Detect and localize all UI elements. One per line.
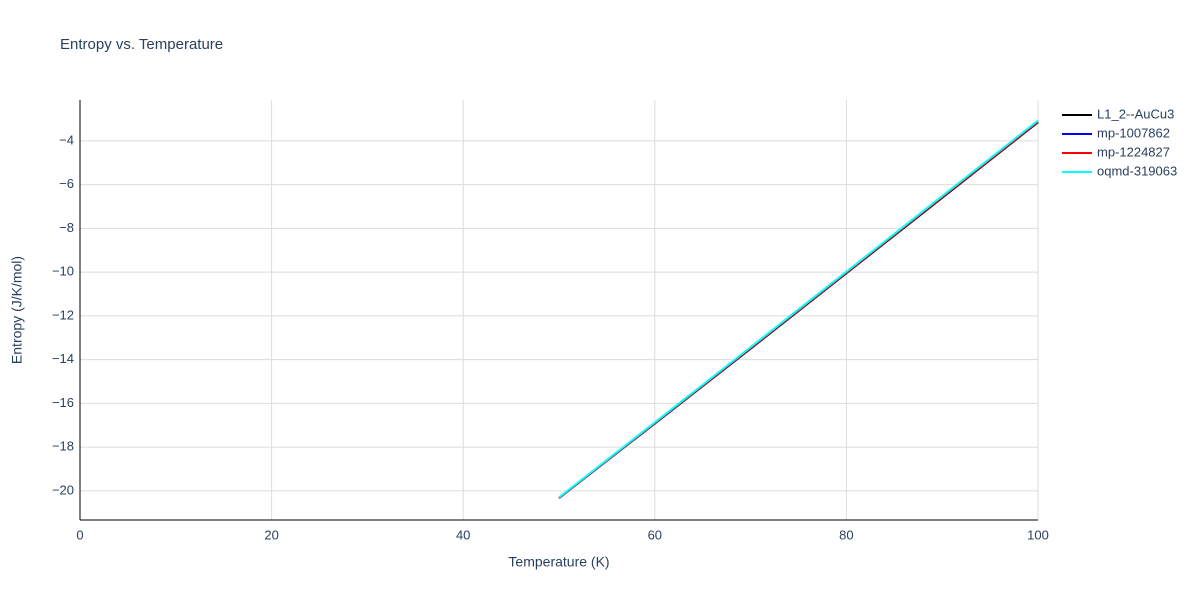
y-tick-label: −6 [59, 176, 74, 191]
y-tick-label: −18 [52, 439, 74, 454]
x-tick-label: 100 [1027, 527, 1049, 542]
x-tick-label: 80 [839, 527, 853, 542]
legend-label: oqmd-319063 [1097, 163, 1177, 178]
y-axis-label: Entropy (J/K/mol) [9, 256, 25, 364]
legend-label: mp-1224827 [1097, 144, 1170, 159]
chart-title: Entropy vs. Temperature [60, 36, 223, 53]
x-axis-label: Temperature (K) [508, 554, 609, 570]
data-line [558, 119, 1039, 499]
y-tick-label: −8 [59, 220, 74, 235]
legend-label: L1_2--AuCu3 [1097, 106, 1174, 121]
y-tick-label: −14 [52, 351, 74, 366]
y-tick-label: −12 [52, 307, 74, 322]
x-tick-label: 60 [648, 527, 662, 542]
y-tick-label: −20 [52, 482, 74, 497]
y-tick-label: −10 [52, 264, 74, 279]
x-tick-label: 20 [264, 527, 278, 542]
y-tick-label: −16 [52, 395, 74, 410]
x-tick-label: 0 [76, 527, 83, 542]
x-tick-label: 40 [456, 527, 470, 542]
y-tick-label: −4 [59, 132, 74, 147]
legend-label: mp-1007862 [1097, 125, 1170, 140]
